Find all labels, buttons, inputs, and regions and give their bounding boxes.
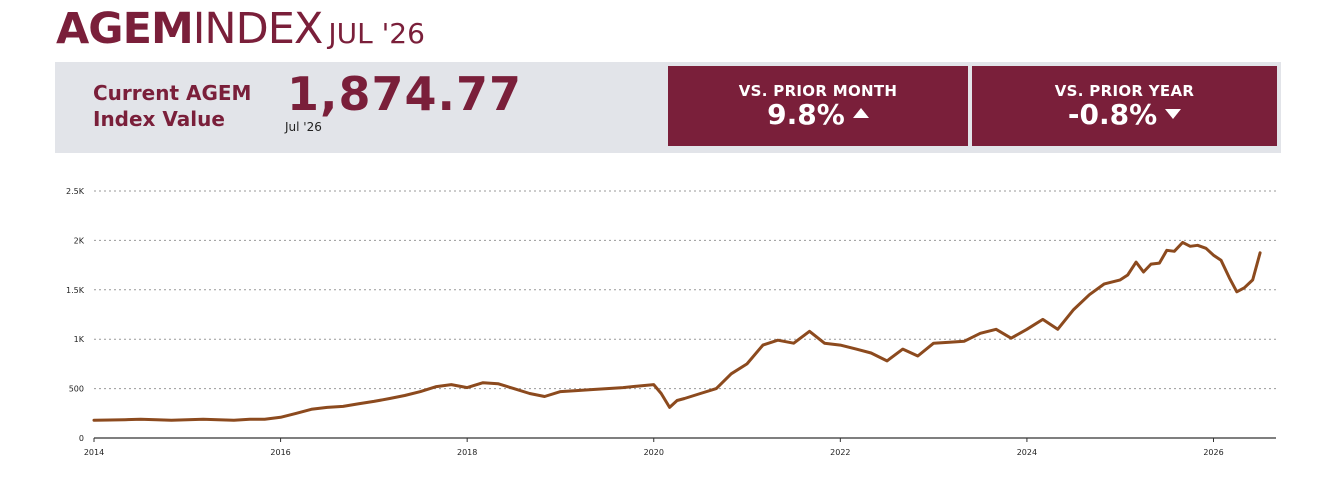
current-value-date: Jul '26 <box>285 120 322 134</box>
x-tick-label: 2018 <box>457 448 477 457</box>
index-line-chart: 0 500 1K 1.5K 2K 2.5K 2014 2016 2018 2020 2022 2024… <box>66 187 1276 457</box>
prior-month-value: 9.8% <box>767 98 845 131</box>
y-tick-label: 2.5K <box>66 187 85 196</box>
series-line <box>92 240 1262 422</box>
x-tick-label: 2024 <box>1017 448 1037 457</box>
x-tick-label: 2014 <box>84 448 104 457</box>
y-tick-label: 0 <box>79 434 84 443</box>
x-tick-label: 2026 <box>1203 448 1223 457</box>
brand-bold: AGEM <box>56 4 194 54</box>
series-layer <box>92 240 1262 422</box>
prior-year-value: -0.8% <box>1067 98 1158 131</box>
y-tick-label: 2K <box>74 236 85 245</box>
prior-year-label: VS. PRIOR YEAR <box>1054 82 1195 100</box>
prior-year-tile: VS. PRIOR YEAR -0.8% <box>972 66 1277 146</box>
triangle-down-icon <box>1165 109 1182 119</box>
x-tick-label: 2022 <box>830 448 850 457</box>
y-tick-label: 500 <box>69 385 84 394</box>
brand-light: INDEX <box>192 4 324 54</box>
summary-panel: Current AGEM Index Value 1,874.77 Jul '2… <box>55 62 1281 153</box>
prior-month-value-row: 9.8% <box>668 98 968 131</box>
prior-year-value-row: -0.8% <box>972 98 1277 131</box>
current-value-label: Current AGEM Index Value <box>93 81 252 131</box>
period-label: JUL '26 <box>328 17 425 50</box>
y-tick-label: 1K <box>74 335 85 344</box>
x-tick-label: 2016 <box>270 448 290 457</box>
x-tick-label: 2020 <box>644 448 664 457</box>
axis-layer: 0 500 1K 1.5K 2K 2.5K 2014 2016 2018 2020 2022 2024… <box>66 187 1276 457</box>
current-value: 1,874.77 <box>287 67 522 121</box>
prior-month-label: VS. PRIOR MONTH <box>738 82 898 100</box>
triangle-up-icon <box>852 108 869 118</box>
prior-month-tile: VS. PRIOR MONTH 9.8% <box>668 66 968 146</box>
y-tick-label: 1.5K <box>66 286 85 295</box>
page-title: AGEMINDEX JUL '26 <box>56 4 425 54</box>
grid-layer <box>94 190 1276 390</box>
